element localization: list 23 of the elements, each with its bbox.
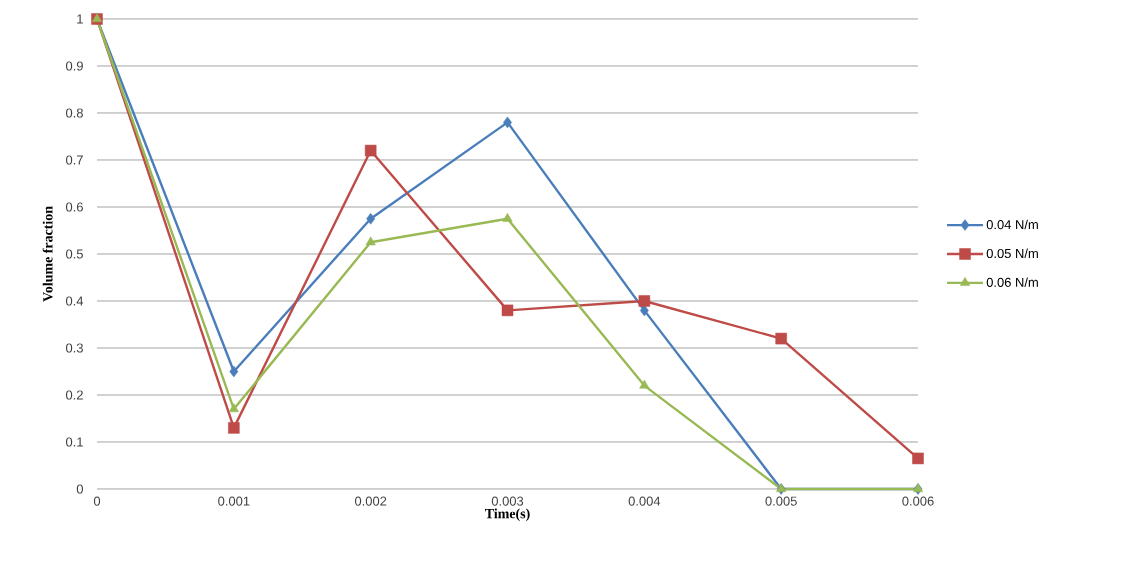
y-tick-label: 0.3 <box>65 343 83 353</box>
y-tick-label: 1 <box>77 14 83 24</box>
x-axis-title: Time(s) <box>485 508 530 522</box>
y-tick-label: 0.6 <box>65 202 83 212</box>
y-tick-label: 0 <box>76 484 83 494</box>
legend-label: 0.05 N/m <box>986 248 1038 259</box>
legend-label: 0.04 N/m <box>986 219 1038 230</box>
y-tick-label: 0.4 <box>65 296 84 306</box>
y-tick-label: 0.1 <box>65 437 83 447</box>
x-tick-label: 0.002 <box>354 496 387 506</box>
x-tick-label: 0.005 <box>765 496 797 506</box>
x-tick-label: 0.003 <box>491 496 524 506</box>
y-tick-label: 0.5 <box>65 249 83 259</box>
x-tick-label: 0 <box>93 496 101 506</box>
y-tick-label: 0.9 <box>65 61 83 71</box>
x-tick-label: 0.001 <box>218 496 250 506</box>
y-tick-label: 0.2 <box>65 390 83 400</box>
legend-label: 0.06 N/m <box>986 277 1038 287</box>
y-tick-label: 0.7 <box>65 155 83 165</box>
y-tick-label: 0.8 <box>65 108 83 118</box>
x-tick-label: 0.006 <box>902 496 934 506</box>
y-axis-title: Volume fraction <box>42 206 53 302</box>
x-tick-label: 0.004 <box>628 496 661 506</box>
